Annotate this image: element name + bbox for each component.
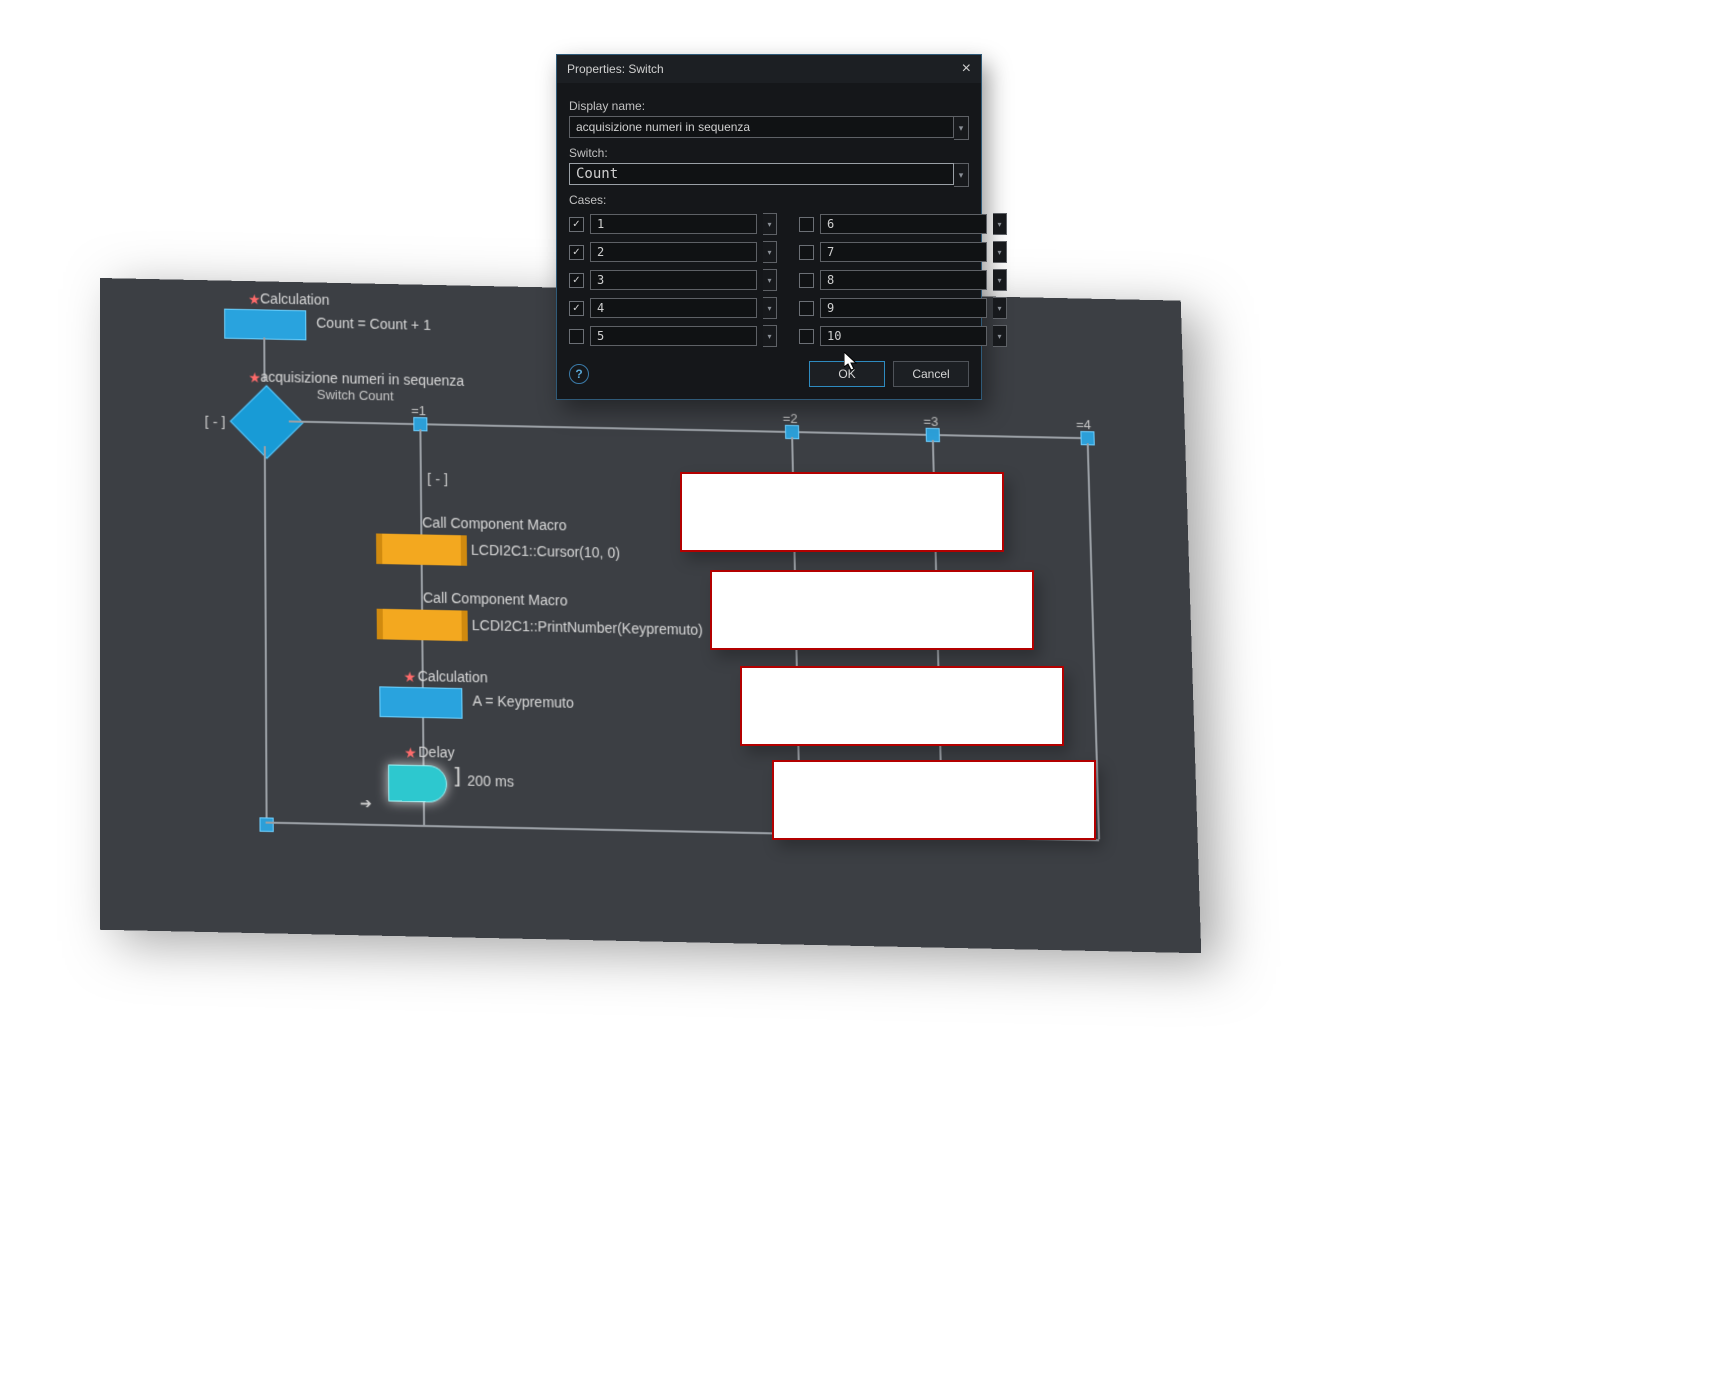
end-port[interactable] (259, 817, 273, 832)
dropdown-icon[interactable]: ▾ (763, 325, 777, 347)
branch-4-label: =4 (1076, 417, 1091, 432)
arrow-icon: ➔ (360, 795, 372, 813)
help-icon[interactable]: ? (569, 364, 589, 384)
calc2-title: Calculation (418, 668, 488, 686)
switch-title: acquisizione numeri in sequenza (260, 369, 464, 389)
switch-input[interactable] (569, 163, 954, 185)
switch-sub: Switch Count (317, 387, 394, 404)
dropdown-icon[interactable]: ▾ (993, 213, 1007, 235)
redaction-box (772, 760, 1096, 840)
cancel-button[interactable]: Cancel (893, 361, 969, 387)
dropdown-icon[interactable]: ▾ (763, 269, 777, 291)
properties-dialog: Properties: Switch × Display name: ▾ Swi… (556, 54, 982, 400)
display-name-input[interactable] (569, 116, 954, 138)
case-row: ▾ (799, 297, 1007, 319)
dropdown-icon[interactable]: ▾ (763, 213, 777, 235)
redaction-box (680, 472, 1004, 552)
branch-3-label: =3 (923, 414, 938, 429)
connector (289, 420, 1093, 439)
case-checkbox[interactable] (569, 329, 584, 344)
dropdown-icon[interactable]: ▾ (993, 241, 1007, 263)
dropdown-icon[interactable]: ▾ (954, 163, 969, 187)
cursor-icon (844, 352, 860, 372)
star-icon: ★ (248, 369, 261, 386)
case-row: ✓▾ (569, 213, 777, 235)
case-input[interactable] (820, 326, 987, 346)
star-icon: ★ (403, 668, 416, 686)
branch-collapse[interactable]: [-] (425, 472, 451, 489)
dialog-titlebar[interactable]: Properties: Switch × (557, 55, 981, 83)
delay-title: Delay (418, 744, 454, 761)
close-icon[interactable]: × (962, 55, 971, 83)
case-checkbox[interactable] (799, 217, 814, 232)
case-row: ▾ (799, 325, 1007, 347)
dropdown-icon[interactable]: ▾ (763, 241, 777, 263)
dropdown-icon[interactable]: ▾ (993, 297, 1007, 319)
case-input[interactable] (590, 326, 757, 346)
delay-block[interactable] (388, 764, 447, 802)
dialog-title: Properties: Switch (567, 55, 664, 83)
macro-block[interactable] (376, 533, 467, 565)
dropdown-icon[interactable]: ▾ (763, 297, 777, 319)
calc-expr: Count = Count + 1 (316, 315, 431, 333)
delay-text: 200 ms (467, 772, 514, 789)
macro2-title: Call Component Macro (423, 589, 568, 608)
star-icon: ★ (404, 744, 417, 762)
redaction-box (740, 666, 1064, 746)
dropdown-icon[interactable]: ▾ (993, 269, 1007, 291)
branch-2-label: =2 (783, 411, 798, 426)
case-checkbox[interactable]: ✓ (569, 217, 584, 232)
case-row: ▾ (799, 269, 1007, 291)
default-collapse[interactable]: [-] (202, 415, 227, 432)
macro1-text: LCDI2C1::Cursor(10, 0) (471, 542, 620, 561)
case-row: ✓▾ (569, 241, 777, 263)
case-input[interactable] (820, 270, 987, 290)
dropdown-icon[interactable]: ▾ (993, 325, 1007, 347)
case-row: ✓▾ (569, 297, 777, 319)
redaction-box (710, 570, 1034, 650)
case-checkbox[interactable] (799, 273, 814, 288)
case-checkbox[interactable]: ✓ (569, 301, 584, 316)
display-name-label: Display name: (569, 99, 969, 113)
cases-label: Cases: (569, 193, 969, 207)
case-checkbox[interactable]: ✓ (569, 273, 584, 288)
dropdown-icon[interactable]: ▾ (954, 116, 969, 140)
star-icon: ★ (248, 291, 261, 308)
calc-title: Calculation (260, 290, 329, 307)
case-input[interactable] (820, 214, 987, 234)
case-row: ▾ (799, 213, 1007, 235)
case-input[interactable] (590, 298, 757, 318)
case-input[interactable] (590, 270, 757, 290)
macro1-title: Call Component Macro (422, 514, 566, 533)
case-checkbox[interactable] (799, 245, 814, 260)
switch-label: Switch: (569, 146, 969, 160)
case-checkbox[interactable] (799, 301, 814, 316)
calc-block[interactable] (379, 686, 462, 718)
case-row: ✓▾ (569, 269, 777, 291)
case-input[interactable] (820, 242, 987, 262)
case-row: ▾ (799, 241, 1007, 263)
case-row: ▾ (569, 325, 777, 347)
case-checkbox[interactable]: ✓ (569, 245, 584, 260)
macro-block[interactable] (377, 609, 468, 642)
calc2-expr: A = Keypremuto (472, 692, 573, 711)
calc-block[interactable] (224, 309, 306, 341)
case-input[interactable] (820, 298, 987, 318)
case-input[interactable] (590, 242, 757, 262)
connector (264, 446, 268, 824)
case-input[interactable] (590, 214, 757, 234)
case-checkbox[interactable] (799, 329, 814, 344)
delay-bracket: ] (451, 764, 465, 790)
macro2-text: LCDI2C1::PrintNumber(Keypremuto) (472, 617, 703, 638)
branch-1-label: =1 (411, 403, 426, 418)
